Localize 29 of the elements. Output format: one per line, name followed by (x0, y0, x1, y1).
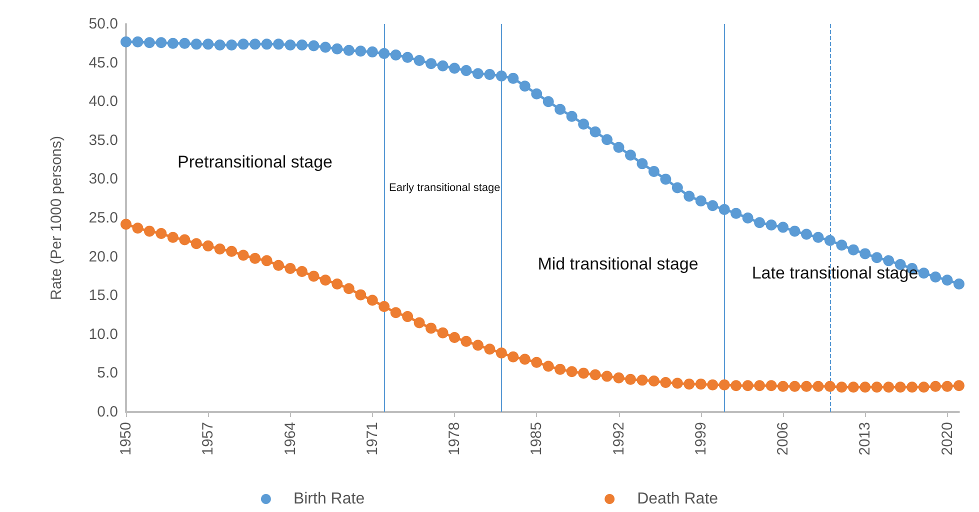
x-tick-label: 1985 (528, 422, 546, 456)
x-tick-label: 1971 (364, 422, 381, 456)
x-tick-label: 2020 (938, 422, 956, 456)
y-tick-label: 35.0 (88, 132, 118, 149)
y-tick-label: 40.0 (88, 93, 118, 110)
x-tick-label: 2013 (856, 422, 874, 456)
x-tick-label: 1964 (282, 422, 299, 456)
y-tick-label: 50.0 (88, 16, 118, 32)
x-tick-label: 1992 (610, 422, 628, 456)
annotation: Pretransitional stage (178, 152, 332, 172)
annotation: Late transitional stage (752, 264, 918, 282)
y-tick-label: 20.0 (88, 248, 118, 266)
legend-label: Birth Rate (293, 490, 365, 508)
y-tick-label: 25.0 (88, 210, 118, 226)
y-tick-label: 15.0 (88, 287, 118, 304)
legend-label: Death Rate (637, 490, 718, 508)
y-tick-label: 5.0 (97, 364, 118, 382)
x-tick-label: 1999 (692, 422, 710, 456)
y-tick-label: 30.0 (88, 170, 118, 188)
x-tick-label: 2006 (774, 422, 792, 456)
y-axis-title: Rate (Per 1000 persons) (48, 136, 65, 300)
annotation: Early transitional stage (389, 182, 500, 194)
y-tick-label: 45.0 (88, 54, 118, 72)
annotation: Mid transitional stage (538, 254, 698, 274)
x-tick-label: 1950 (118, 422, 134, 456)
y-tick-label: 0.0 (97, 404, 118, 420)
y-tick-label: 10.0 (88, 326, 118, 343)
x-tick-label: 1978 (446, 422, 464, 456)
x-tick-label: 1957 (200, 422, 217, 456)
